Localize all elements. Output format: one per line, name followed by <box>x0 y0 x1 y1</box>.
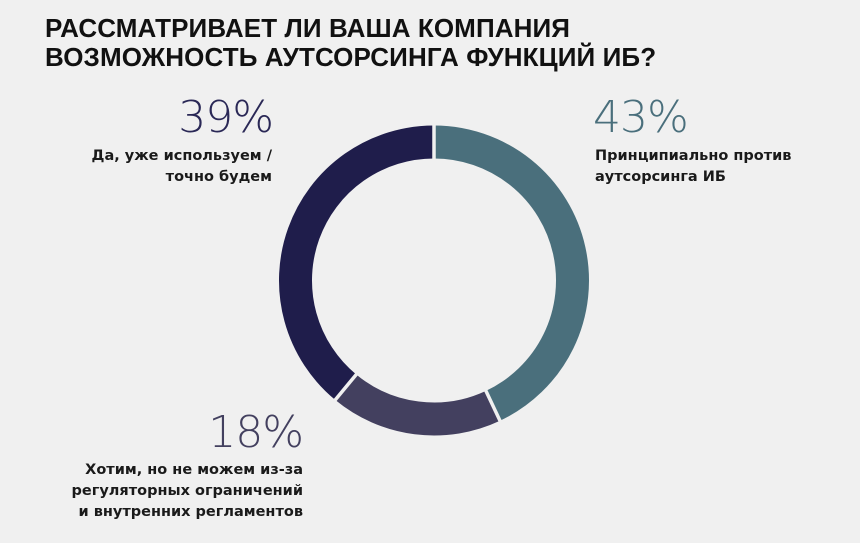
chart-title: РАССМАТРИВАЕТ ЛИ ВАША КОМПАНИЯ ВОЗМОЖНОС… <box>45 14 656 72</box>
chart-title-line-2: ВОЗМОЖНОСТЬ АУТСОРСИНГА ФУНКЦИЙ ИБ? <box>45 42 657 72</box>
percent-label-against: 43% <box>593 92 689 143</box>
category-label-want-line-3: и внутренних регламентов <box>78 504 303 520</box>
category-label-want-line-1: Хотим, но не можем из-за <box>85 462 303 478</box>
category-label-yes-line-2: точно будем <box>165 169 272 185</box>
category-label-against: Принципиально против аутсорсинга ИБ <box>595 146 791 188</box>
donut-segment-against <box>433 125 589 421</box>
percent-label-want: 18% <box>208 407 304 458</box>
donut-segment-yes <box>279 125 435 400</box>
donut-segment-want <box>335 374 500 436</box>
segment-separator <box>332 371 359 403</box>
category-label-want: Хотим, но не можем из-за регуляторных ог… <box>72 460 303 523</box>
chart-title-line-1: РАССМАТРИВАЕТ ЛИ ВАША КОМПАНИЯ <box>45 13 571 43</box>
percent-label-yes: 39% <box>178 92 274 143</box>
category-label-against-line-1: Принципиально против <box>595 148 792 164</box>
category-label-yes-line-1: Да, уже используем / <box>91 148 272 164</box>
category-label-yes: Да, уже используем / точно будем <box>92 146 272 188</box>
segment-separator <box>483 388 503 424</box>
donut-ring <box>279 123 589 436</box>
category-label-want-line-2: регуляторных ограничений <box>71 483 303 499</box>
category-label-against-line-2: аутсорсинга ИБ <box>595 169 726 185</box>
